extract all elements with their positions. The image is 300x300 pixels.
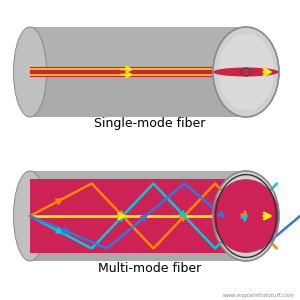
Ellipse shape bbox=[218, 34, 274, 110]
Text: www.explainthatstuff.com: www.explainthatstuff.com bbox=[222, 293, 294, 298]
Ellipse shape bbox=[14, 171, 46, 261]
Ellipse shape bbox=[213, 27, 279, 117]
Bar bbox=[30, 27, 246, 72]
Text: Multi-mode fiber: Multi-mode fiber bbox=[98, 262, 202, 275]
Ellipse shape bbox=[213, 171, 279, 261]
Ellipse shape bbox=[14, 27, 46, 117]
Ellipse shape bbox=[218, 178, 274, 254]
Bar bbox=[30, 179, 246, 253]
Bar bbox=[30, 68, 246, 76]
Bar bbox=[30, 171, 246, 216]
Bar bbox=[30, 171, 246, 261]
Text: Single-mode fiber: Single-mode fiber bbox=[94, 118, 206, 130]
Ellipse shape bbox=[213, 68, 279, 76]
Bar bbox=[30, 27, 246, 117]
Ellipse shape bbox=[213, 179, 279, 253]
